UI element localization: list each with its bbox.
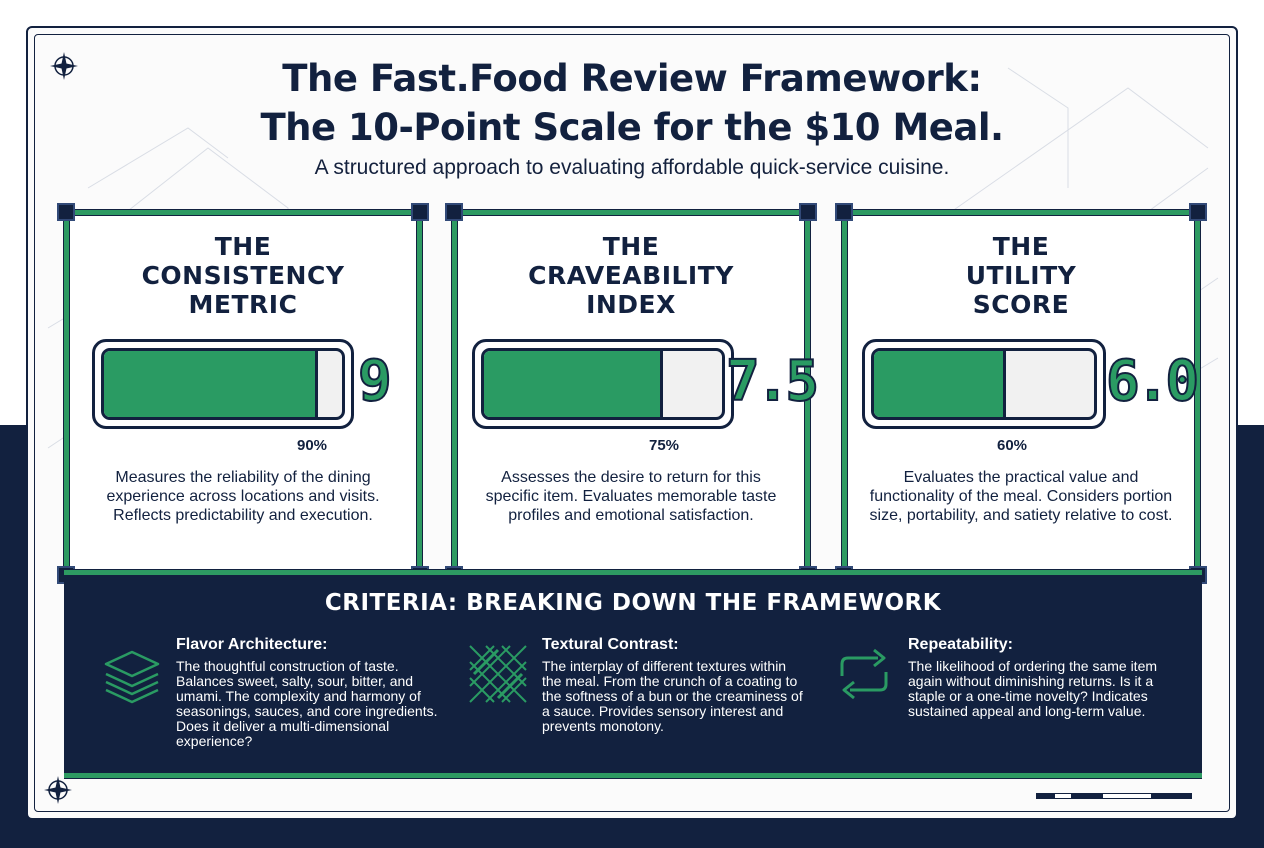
crosshatch-texture-icon: [466, 642, 530, 706]
page-title-line-1: The Fast.Food Review Framework:: [282, 57, 982, 100]
score-gauge: [472, 339, 734, 429]
gauge-fill: [874, 351, 1006, 417]
corner-bolt: [1189, 203, 1207, 221]
corner-bolt: [835, 203, 853, 221]
metric-title-line: CONSISTENCY: [141, 261, 345, 290]
metric-percent-label: 60%: [996, 437, 1028, 454]
metric-percent-label: 75%: [648, 437, 680, 454]
metric-title-line: UTILITY: [965, 261, 1077, 290]
card-top-rail: [66, 209, 420, 216]
criteria-panel: CRITERIA: BREAKING DOWN THE FRAMEWORK Fl…: [64, 569, 1202, 779]
metric-title: THE CRAVEABILITY INDEX: [454, 232, 808, 319]
metric-card-consistency: THE CONSISTENCY METRIC 9 90% Measures th…: [57, 203, 429, 584]
page-subtitle: A structured approach to evaluating affo…: [314, 156, 950, 179]
layers-icon: [100, 642, 164, 706]
metric-score: 6.0: [1105, 349, 1200, 415]
metric-title-line: THE: [992, 232, 1050, 261]
metric-title-line: SCORE: [972, 290, 1070, 319]
criteria-title: CRITERIA: BREAKING DOWN THE FRAMEWORK: [324, 590, 942, 616]
metric-description: Assesses the desire to return for this s…: [485, 469, 777, 524]
compass-rose-icon: [48, 50, 80, 82]
metric-description: Measures the reliability of the dining e…: [106, 469, 380, 524]
card-left-rail: [451, 212, 458, 575]
metric-title-line: THE: [602, 232, 660, 261]
gauge-track: [101, 348, 345, 420]
card-left-rail: [63, 212, 70, 575]
metric-score: 7.5: [725, 349, 820, 415]
card-right-rail: [1194, 212, 1201, 575]
card-right-rail: [416, 212, 423, 575]
gauge-track: [871, 348, 1097, 420]
card-top-rail: [844, 209, 1198, 216]
corner-bolt: [57, 203, 75, 221]
criteria-bottom-rail: [64, 772, 1202, 779]
gauge-track: [481, 348, 725, 420]
metric-score: 9: [357, 349, 393, 415]
metric-title-line: CRAVEABILITY: [528, 261, 734, 290]
card-top-rail: [454, 209, 808, 216]
gauge-fill: [484, 351, 663, 417]
criteria-heading: Textural Contrast:: [542, 636, 679, 653]
metric-title-line: METRIC: [188, 290, 298, 319]
metric-percent-label: 90%: [296, 437, 328, 454]
criteria-body: The interplay of different textures with…: [542, 658, 803, 734]
page-title-line-2: The 10-Point Scale for the $10 Meal.: [260, 106, 1004, 149]
corner-bolt: [445, 203, 463, 221]
repeat-arrows-icon: [832, 642, 896, 706]
gauge-fill: [104, 351, 319, 417]
metric-card-craveability: THE CRAVEABILITY INDEX 7.5 75% Assesses …: [445, 203, 820, 584]
metric-title: THE UTILITY SCORE: [844, 232, 1198, 319]
criteria-body: The likelihood of ordering the same item…: [908, 658, 1158, 719]
corner-bolt: [411, 203, 429, 221]
metric-card-utility: THE UTILITY SCORE 6.0 60% Evaluates the …: [835, 203, 1207, 584]
score-gauge: [92, 339, 354, 429]
paper-inner-border: [34, 34, 1230, 812]
score-gauge: [862, 339, 1106, 429]
criteria-top-rail: [64, 569, 1202, 576]
metric-title-line: INDEX: [586, 290, 676, 319]
corner-bolt: [799, 203, 817, 221]
compass-rose-icon: [42, 774, 74, 806]
scale-bar: [1036, 793, 1206, 799]
metric-description: Evaluates the practical value and functi…: [869, 469, 1173, 524]
card-left-rail: [841, 212, 848, 575]
card-right-rail: [804, 212, 811, 575]
metric-title-line: THE: [214, 232, 272, 261]
criteria-heading: Flavor Architecture:: [176, 636, 328, 653]
criteria-heading: Repeatability:: [908, 636, 1013, 653]
metric-title: THE CONSISTENCY METRIC: [66, 232, 420, 319]
criteria-body: The thoughtful construction of taste. Ba…: [176, 658, 438, 749]
